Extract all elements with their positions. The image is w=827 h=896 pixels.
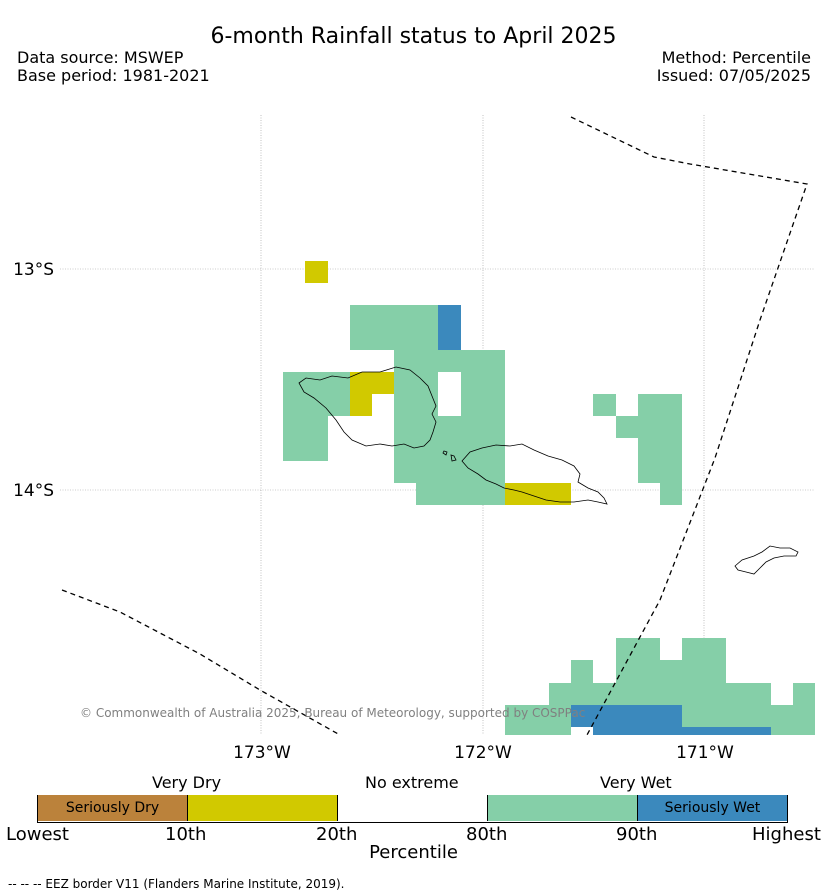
cell-very-wet <box>438 416 505 483</box>
cell-very-wet <box>793 683 815 705</box>
cell-very-wet <box>616 638 660 660</box>
cell-very-wet <box>350 305 438 350</box>
cell-very-wet <box>616 660 726 683</box>
legend-segment-seriously-wet: Seriously Wet <box>638 795 787 821</box>
legend-tick-80th: 80th <box>466 824 508 845</box>
eez-footnote: -- -- -- EEZ border V11 (Flanders Marine… <box>8 877 345 891</box>
legend-axis-title: Percentile <box>369 842 458 863</box>
legend-category-very-dry: Very Dry <box>152 773 222 792</box>
legend-tick-90th: 90th <box>616 824 658 845</box>
cell-very-wet <box>593 394 616 416</box>
coastlines <box>298 366 799 575</box>
cell-very-wet <box>771 727 815 735</box>
percentile-cells <box>283 261 815 735</box>
legend-tick-highest: Highest <box>752 824 821 845</box>
method: Method: Percentile <box>661 48 811 67</box>
cell-very-wet <box>461 372 505 416</box>
tutuila-island-outline <box>734 545 799 575</box>
cell-very-wet <box>505 705 571 735</box>
cell-very-dry <box>350 394 372 416</box>
legend-segment-very-wet <box>488 795 638 821</box>
cell-very-wet <box>638 394 682 483</box>
cell-very-wet <box>283 416 328 461</box>
cell-very-wet <box>394 372 438 483</box>
cell-very-dry <box>305 261 328 283</box>
copyright-notice: © Commonwealth of Australia 2025, Bureau… <box>80 706 586 720</box>
cell-very-wet <box>682 705 815 727</box>
rainfall-map: 13°S 14°S 173°W 172°W 171°W <box>13 115 815 763</box>
eez-border-southwest <box>61 589 341 736</box>
lat-label-13s: 13°S <box>13 260 54 280</box>
metadata-right: Method: Percentile Issued: 07/05/2025 <box>657 49 811 85</box>
data-source: Data source: MSWEP <box>17 48 184 67</box>
map-title: 6-month Rainfall status to April 2025 <box>210 24 617 49</box>
metadata-left: Data source: MSWEP Base period: 1981-202… <box>17 49 210 85</box>
cell-very-wet <box>616 416 638 438</box>
cell-very-wet <box>283 372 350 416</box>
cell-very-wet <box>394 350 505 372</box>
legend-tick-lowest: Lowest <box>6 824 69 845</box>
lon-label-171w: 171°W <box>676 743 734 763</box>
upolu-island-outline <box>461 443 608 505</box>
legend-category-no-extreme: No extreme <box>365 773 459 792</box>
legend-segment-very-dry <box>188 795 338 821</box>
cell-seriously-wet <box>593 727 771 735</box>
eez-border-east <box>570 116 808 736</box>
legend-segment-seriously-dry: Seriously Dry <box>38 795 188 821</box>
cell-seriously-wet <box>571 705 682 727</box>
legend-category-very-wet: Very Wet <box>600 773 672 792</box>
legend-segment-no-extreme <box>338 795 488 821</box>
cell-very-wet <box>660 483 682 505</box>
eez-borders <box>61 116 808 736</box>
cell-very-dry <box>505 483 571 505</box>
cell-very-wet <box>682 638 726 660</box>
legend-tick-10th: 10th <box>165 824 207 845</box>
savaii-island-outline <box>298 366 437 449</box>
manono-island-outline <box>450 454 457 462</box>
lon-label-172w: 172°W <box>454 743 512 763</box>
cell-very-wet <box>549 683 771 705</box>
cell-very-wet <box>416 483 505 505</box>
cell-very-wet <box>571 660 593 683</box>
apolima-island-outline <box>442 450 448 456</box>
lat-label-14s: 14°S <box>13 481 54 501</box>
legend-tick-20th: 20th <box>316 824 358 845</box>
cell-seriously-wet <box>438 305 461 350</box>
base-period: Base period: 1981-2021 <box>17 66 210 85</box>
cell-very-dry <box>350 372 394 394</box>
lon-label-173w: 173°W <box>233 743 291 763</box>
issued-date: Issued: 07/05/2025 <box>656 66 811 85</box>
